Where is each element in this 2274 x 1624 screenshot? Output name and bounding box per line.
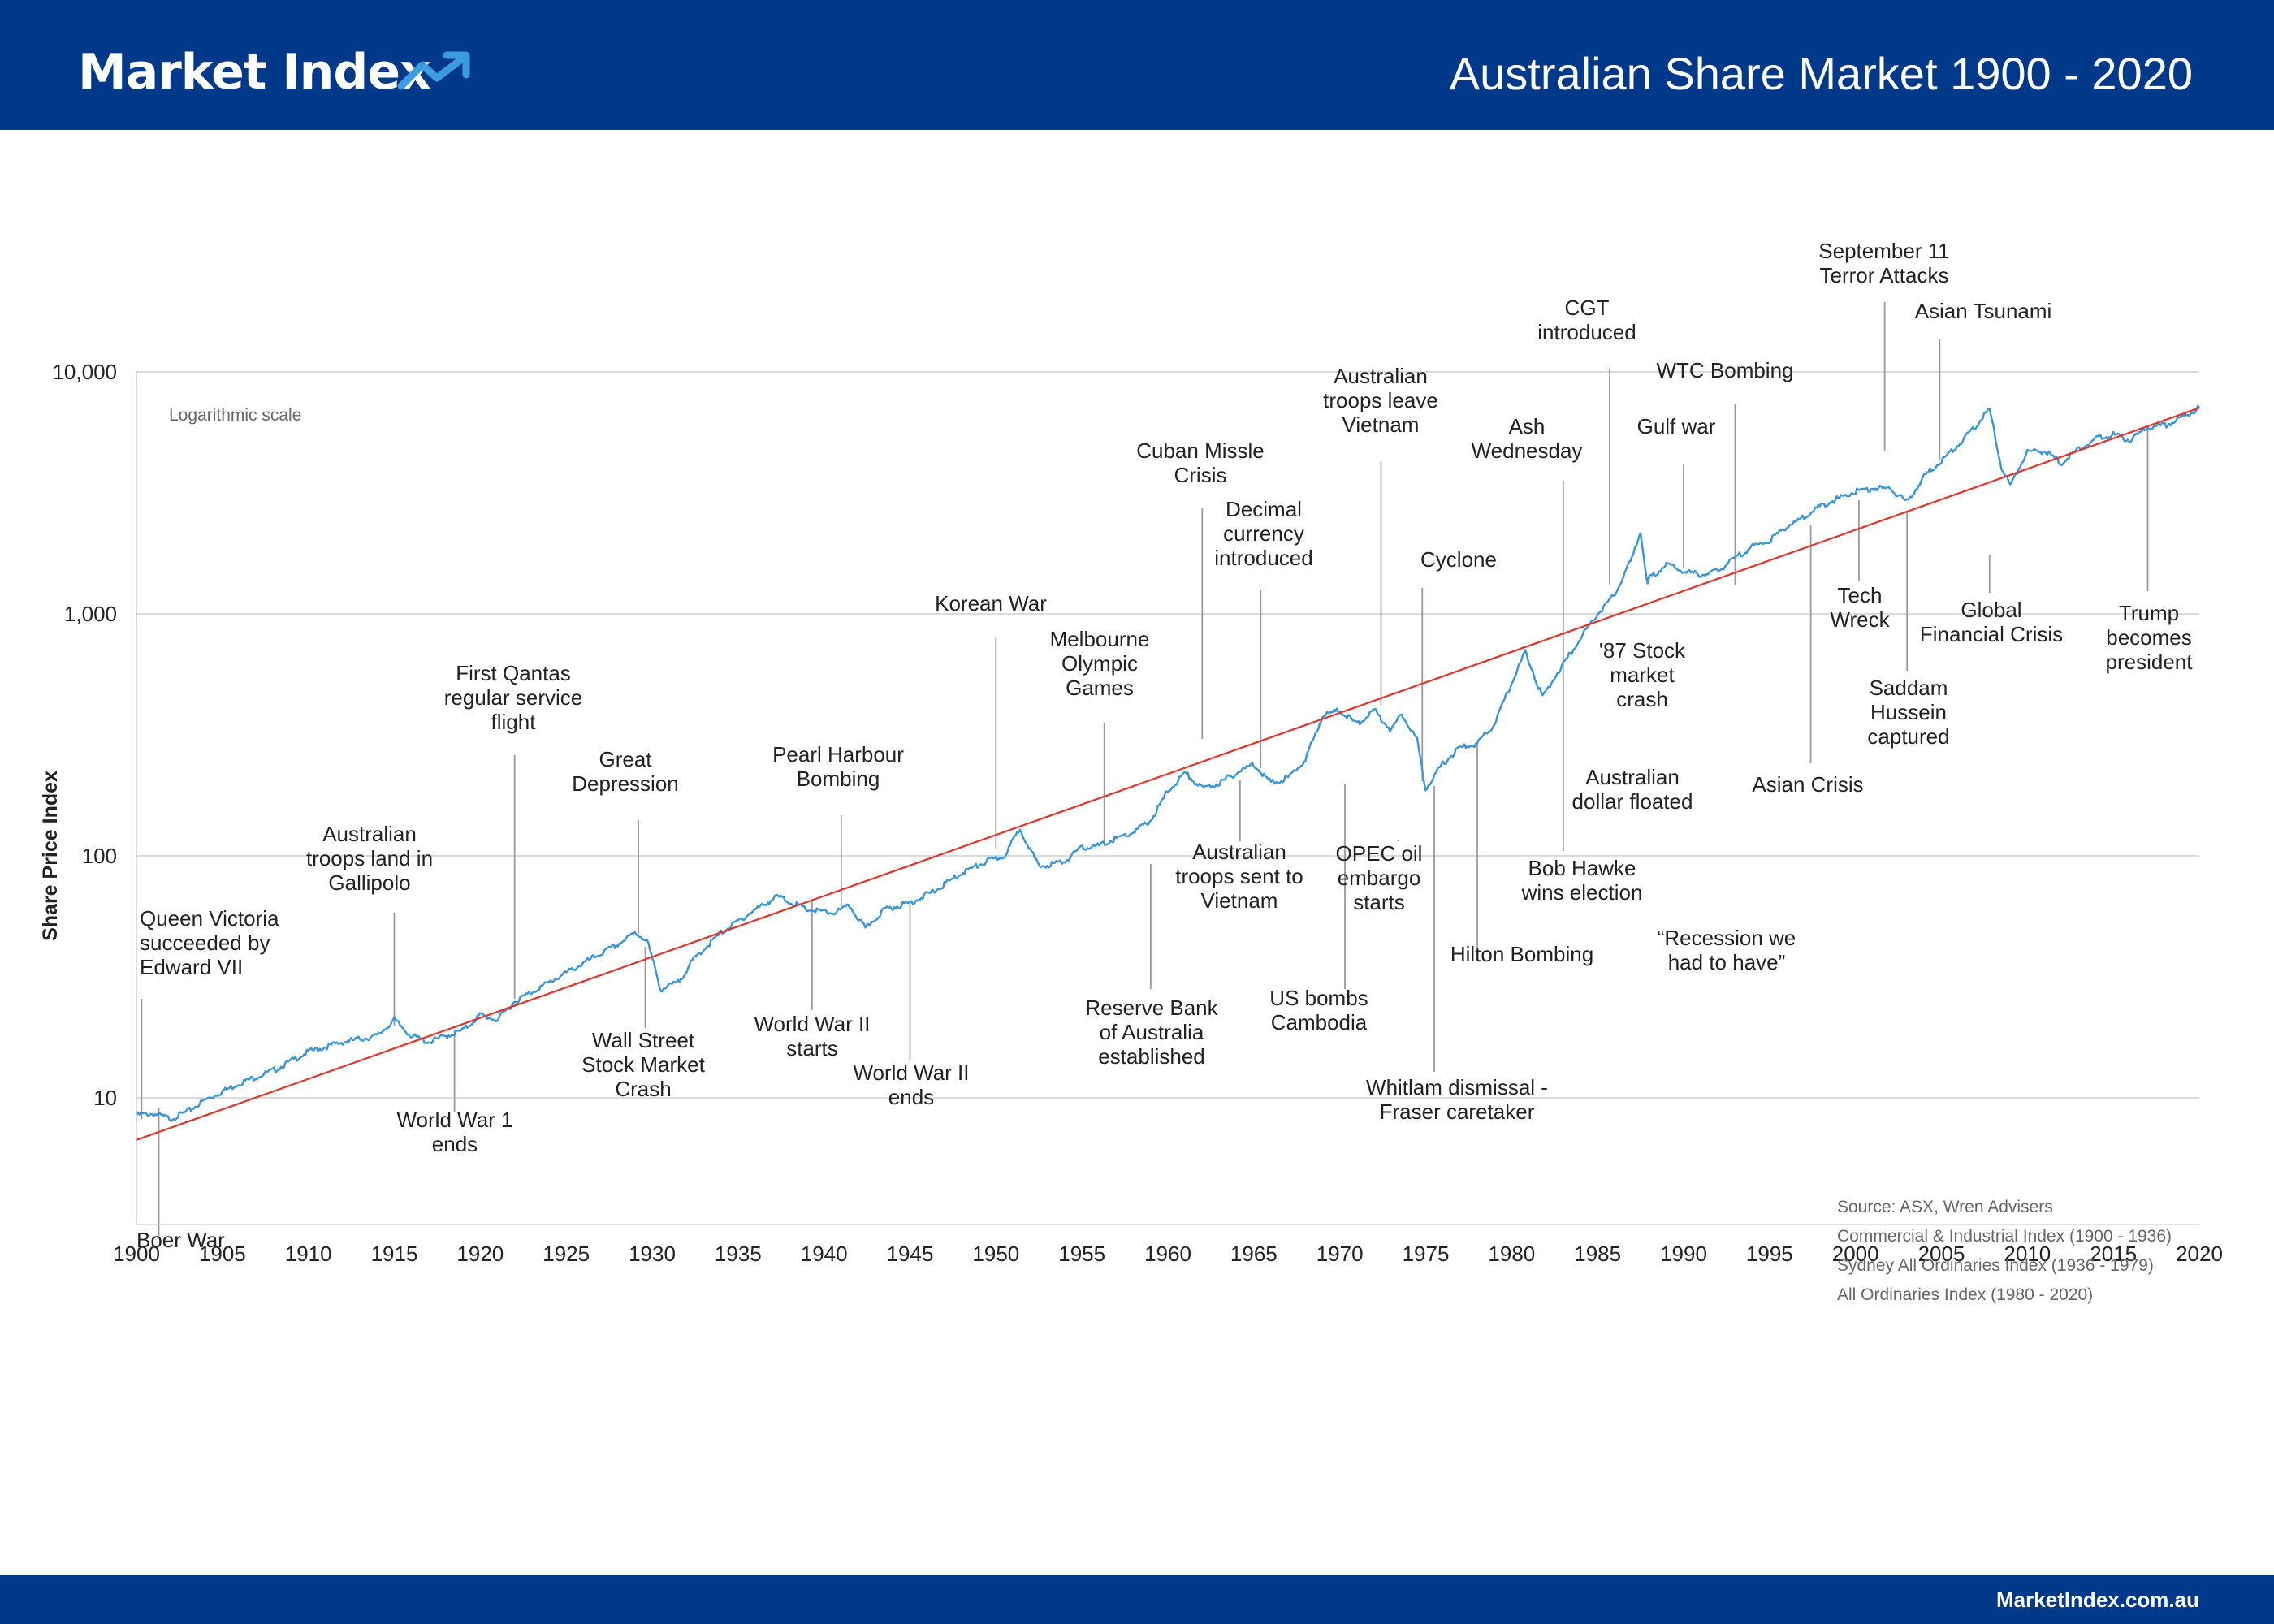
y-tick-label: 10,000 — [52, 360, 117, 384]
annotation-label: “Recession we had to have” — [1658, 926, 1796, 974]
annotation-label: CGT introduced — [1537, 296, 1636, 344]
y-tick-label: 10 — [93, 1086, 117, 1110]
annotation-label: Ash Wednesday — [1472, 414, 1583, 463]
series-lines — [135, 404, 2200, 1141]
annotation-label: Saddam Hussein captured — [1867, 676, 1949, 749]
x-tick-label: 1915 — [371, 1242, 418, 1266]
annotation-label: Australian troops leave Vietnam — [1323, 364, 1438, 437]
x-tick-label: 1910 — [285, 1242, 332, 1266]
x-tick-label: 2015 — [2090, 1242, 2137, 1266]
y-tick-label: 100 — [82, 844, 117, 868]
annotation-label: World War 1 ends — [396, 1108, 512, 1156]
annotation-label: OPEC oil embargo starts — [1336, 841, 1423, 914]
x-tick-label: 1950 — [972, 1242, 1019, 1266]
x-tick-label: 1930 — [629, 1242, 676, 1266]
annotation-label: Australian troops land in Gallipolo — [306, 822, 433, 895]
source-note-line: Sydney All Ordinaries Index (1936 - 1979… — [1837, 1256, 2154, 1275]
footer-bar: MarketIndex.com.au — [0, 1575, 2274, 1624]
axes: 10 100 1,000 10,000 1900 1905 1910 1915 1920 1925… — [52, 360, 2222, 1266]
footer-url[interactable]: MarketIndex.com.au — [1996, 1587, 2199, 1612]
annotation-label: Australian troops sent to Vietnam — [1175, 840, 1303, 913]
annotation-label: US bombs Cambodia — [1269, 986, 1368, 1034]
annotation-label: '87 Stock market crash — [1599, 638, 1686, 711]
x-tick-label: 1900 — [113, 1242, 160, 1266]
logo-text: Market Index — [78, 44, 431, 101]
annotation-label: September 11 Terror Attacks — [1818, 239, 1949, 287]
annotation-label: WTC Bombing — [1656, 358, 1793, 382]
x-tick-label: 1975 — [1403, 1242, 1450, 1266]
x-tick-label: 1985 — [1574, 1242, 1621, 1266]
source-note-line: Commercial & Industrial Index (1900 - 19… — [1837, 1227, 2172, 1246]
annotation-label: Trump becomes president — [2106, 601, 2194, 674]
grid-lines — [136, 371, 2199, 1099]
annotation-label: Reserve Bank of Australia established — [1085, 996, 1218, 1069]
y-axis-label: Share Price Index — [39, 771, 62, 941]
annotation-label: First Qantas regular service flight — [444, 661, 583, 734]
source-note-line: Source: ASX, Wren Advisers — [1837, 1198, 2053, 1216]
x-tick-label: 1960 — [1144, 1242, 1191, 1266]
annotation-labels: Queen Victoria succeeded by Edward VII Boer… — [136, 239, 2193, 1252]
x-tick-label: 1925 — [543, 1242, 590, 1266]
scale-note: Logarithmic scale — [169, 406, 301, 425]
header-bar: Market Index Australian Share Market 190… — [0, 0, 2274, 130]
source-notes: Source: ASX, Wren Advisers Commercial & I… — [1837, 1198, 2172, 1304]
annotation-label: Queen Victoria succeeded by Edward VII — [140, 906, 279, 979]
x-tick-label: 1945 — [887, 1242, 934, 1266]
annotation-label: Cuban Missle Crisis — [1136, 438, 1265, 487]
annotation-label: Whitlam dismissal -Fraser caretaker — [1366, 1075, 1548, 1124]
annotation-label: Great Depression — [572, 747, 679, 796]
x-tick-label: 1940 — [801, 1242, 848, 1266]
x-tick-label: 1905 — [199, 1242, 246, 1266]
annotation-label: Tech Wreck — [1830, 583, 1890, 632]
annotation-label: Bob Hawke wins election — [1521, 856, 1643, 905]
x-tick-label: 1970 — [1316, 1242, 1364, 1266]
x-tick-label: 1920 — [456, 1242, 504, 1266]
x-tick-label: 1995 — [1746, 1242, 1793, 1266]
x-tick-label: 1935 — [715, 1242, 762, 1266]
x-tick-label: 1955 — [1058, 1242, 1105, 1266]
annotation-label: Australian dollar floated — [1572, 765, 1693, 814]
annotation-label: Asian Crisis — [1752, 772, 1863, 797]
index-series-line — [135, 404, 2200, 1123]
trending-up-icon — [397, 51, 470, 90]
annotation-label: Asian Tsunami — [1915, 299, 2052, 323]
source-note-line: All Ordinaries Index (1980 - 2020) — [1837, 1285, 2093, 1304]
annotation-label: Melbourne Olympic Games — [1050, 627, 1150, 700]
x-tick-label: 2010 — [2004, 1242, 2051, 1266]
annotation-label: Wall Street Stock Market Crash — [581, 1028, 705, 1101]
annotation-label: Boer War — [136, 1228, 225, 1252]
annotation-leaders — [141, 302, 2149, 1237]
x-tick-label: 1980 — [1488, 1242, 1535, 1266]
annotation-label: World War II ends — [853, 1060, 969, 1109]
annotation-label: Decimal currency introduced — [1214, 497, 1312, 570]
annotation-label: Hilton Bombing — [1450, 942, 1593, 966]
x-tick-label: 1965 — [1230, 1242, 1278, 1266]
annotation-label: Korean War — [935, 591, 1047, 615]
x-tick-label: 2020 — [2176, 1242, 2223, 1266]
x-tick-label: 2005 — [1918, 1242, 1965, 1266]
x-tick-label: 1990 — [1660, 1242, 1707, 1266]
annotation-label: World War II starts — [754, 1012, 870, 1060]
page-title: Australian Share Market 1900 - 2020 — [1449, 48, 2193, 99]
y-tick-label: 1,000 — [64, 602, 117, 626]
annotation-label: Cyclone — [1420, 547, 1497, 572]
annotation-label: Pearl Harbour Bombing — [772, 742, 904, 791]
x-tick-label: 2000 — [1832, 1242, 1879, 1266]
trend-series-line — [136, 407, 2200, 1141]
annotation-label: Gulf war — [1637, 414, 1716, 438]
annotation-label: Global Financial Crisis — [1920, 598, 2063, 646]
